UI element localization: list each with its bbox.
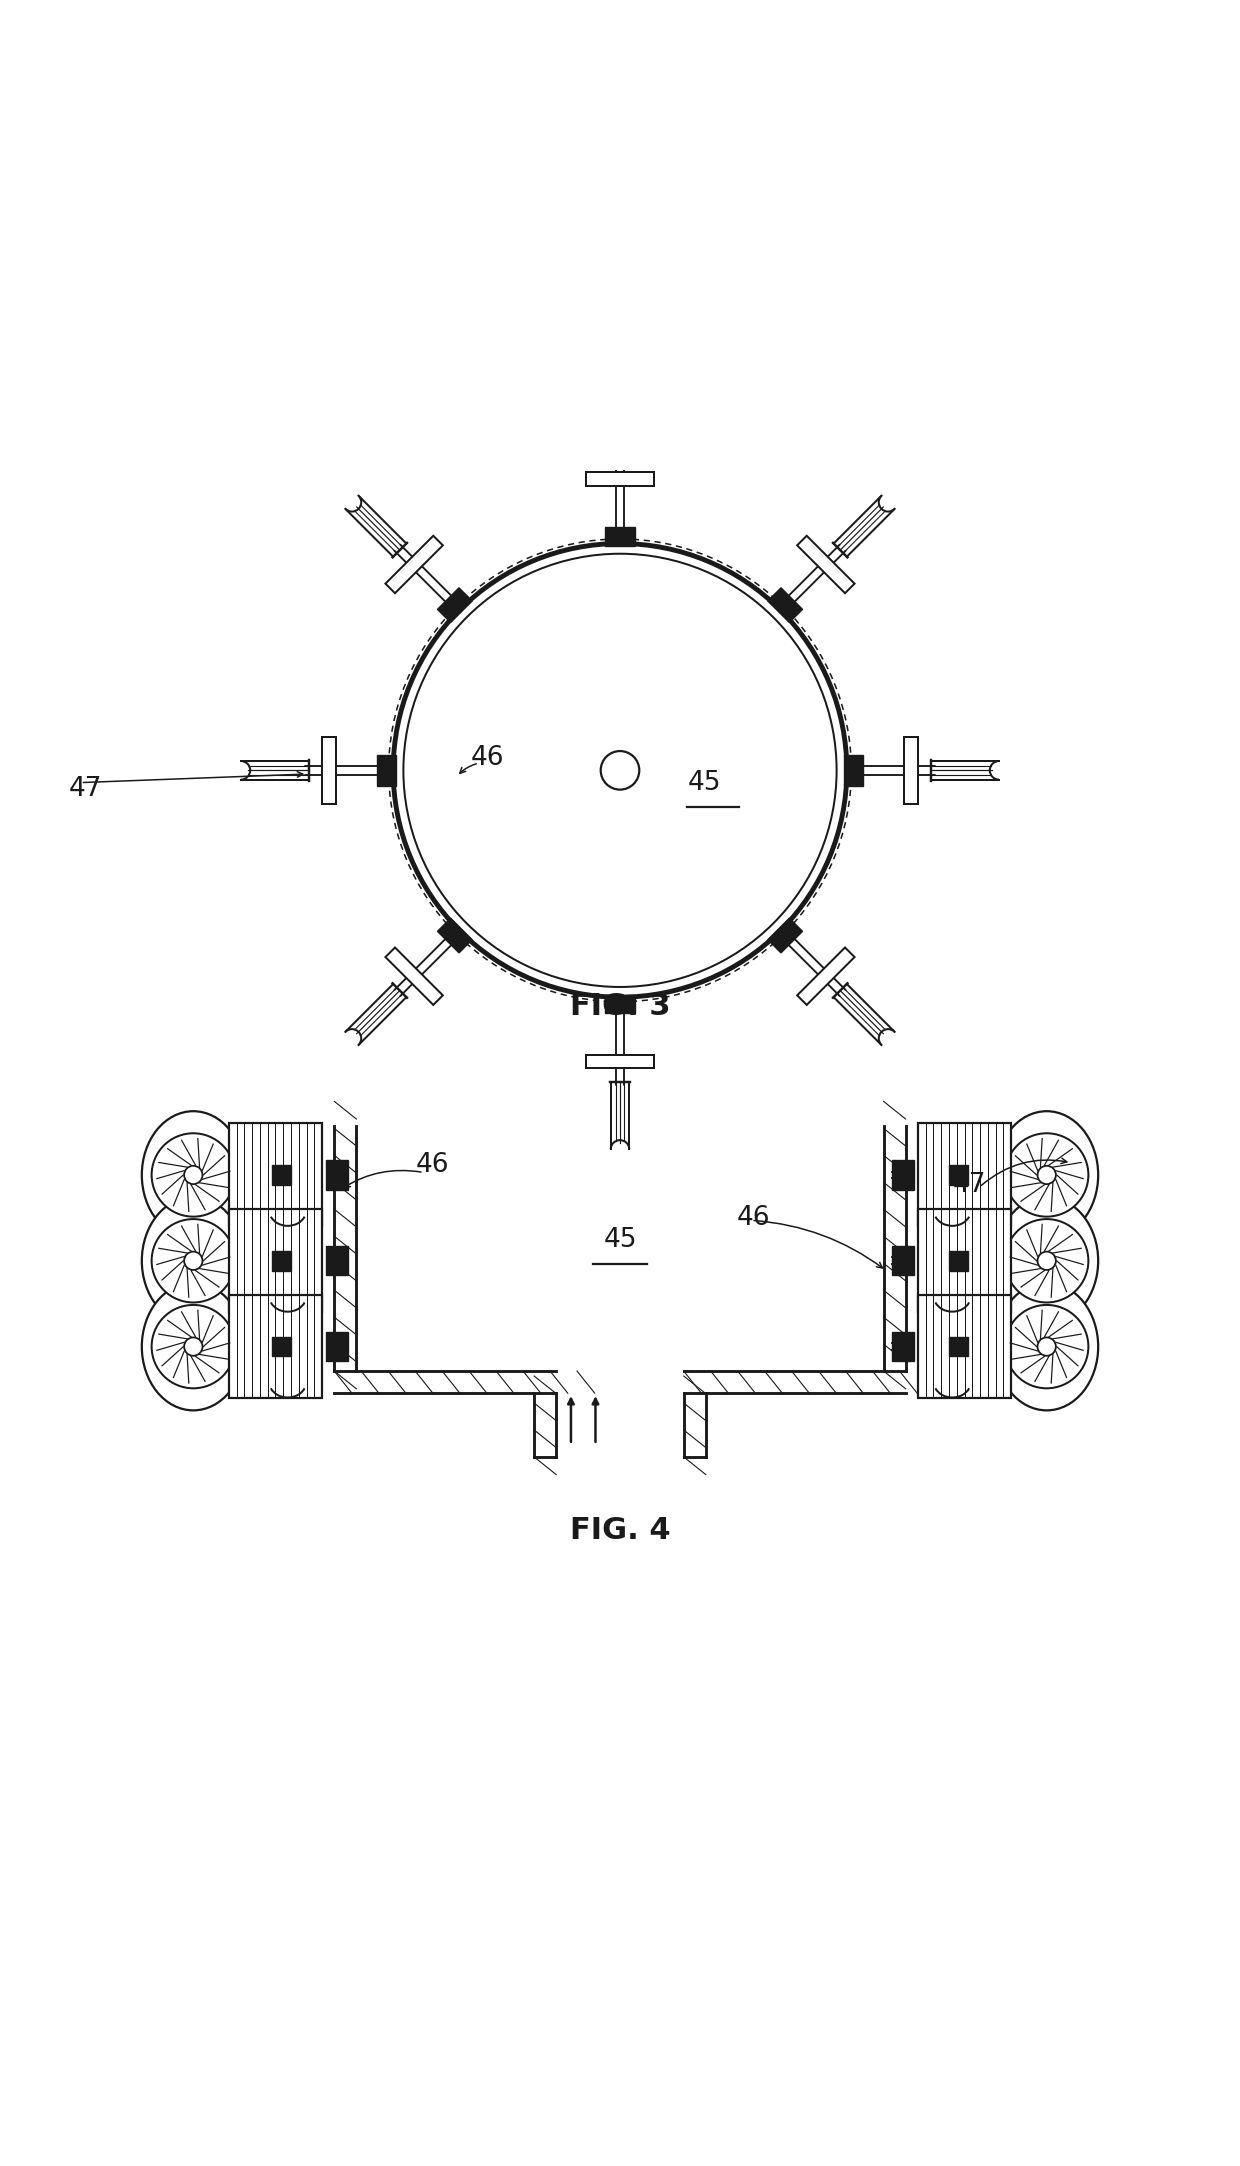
Circle shape <box>185 1252 202 1269</box>
Polygon shape <box>797 535 854 593</box>
Bar <box>229 1124 322 1226</box>
Circle shape <box>1004 1133 1089 1217</box>
Polygon shape <box>605 994 635 1014</box>
Polygon shape <box>322 736 336 804</box>
Text: 46: 46 <box>737 1204 770 1230</box>
Polygon shape <box>605 529 635 546</box>
Bar <box>326 1161 347 1189</box>
Bar <box>326 1332 347 1360</box>
Circle shape <box>151 1304 236 1388</box>
Bar <box>949 1336 968 1356</box>
Bar <box>918 1124 1011 1226</box>
Text: 45: 45 <box>603 1226 637 1252</box>
Text: 47: 47 <box>952 1172 986 1198</box>
Circle shape <box>1038 1165 1055 1185</box>
Circle shape <box>393 544 847 996</box>
Ellipse shape <box>141 1198 244 1326</box>
Polygon shape <box>768 587 802 622</box>
Polygon shape <box>377 756 396 786</box>
Polygon shape <box>797 947 854 1005</box>
Circle shape <box>1038 1336 1055 1356</box>
Text: 46: 46 <box>415 1152 449 1178</box>
Polygon shape <box>386 535 443 593</box>
Ellipse shape <box>996 1111 1099 1239</box>
Circle shape <box>185 1336 202 1356</box>
Circle shape <box>1038 1252 1055 1269</box>
Bar <box>229 1295 322 1397</box>
Polygon shape <box>768 918 802 953</box>
Bar <box>949 1252 968 1271</box>
Bar <box>893 1332 914 1360</box>
Ellipse shape <box>141 1111 244 1239</box>
Bar <box>918 1209 1011 1313</box>
Bar <box>272 1165 291 1185</box>
Polygon shape <box>438 918 472 953</box>
Ellipse shape <box>996 1198 1099 1326</box>
Ellipse shape <box>996 1282 1099 1410</box>
Bar <box>893 1245 914 1276</box>
Text: 46: 46 <box>470 745 503 771</box>
Circle shape <box>151 1133 236 1217</box>
Circle shape <box>1004 1219 1089 1302</box>
Circle shape <box>151 1219 236 1302</box>
Ellipse shape <box>141 1282 244 1410</box>
Bar <box>272 1336 291 1356</box>
Circle shape <box>600 752 640 791</box>
Text: FIG. 4: FIG. 4 <box>569 1516 671 1544</box>
Text: 47: 47 <box>68 775 102 801</box>
Text: 45: 45 <box>687 769 720 795</box>
Polygon shape <box>904 736 918 804</box>
Bar <box>893 1161 914 1189</box>
Bar <box>918 1295 1011 1397</box>
Bar <box>229 1209 322 1313</box>
Polygon shape <box>386 947 443 1005</box>
Polygon shape <box>587 1055 653 1068</box>
Polygon shape <box>587 472 653 485</box>
Bar <box>326 1245 347 1276</box>
Text: FIG. 3: FIG. 3 <box>569 992 671 1022</box>
Polygon shape <box>844 756 863 786</box>
Bar <box>949 1165 968 1185</box>
Circle shape <box>1004 1304 1089 1388</box>
Bar <box>272 1252 291 1271</box>
Circle shape <box>185 1165 202 1185</box>
Polygon shape <box>438 587 472 622</box>
